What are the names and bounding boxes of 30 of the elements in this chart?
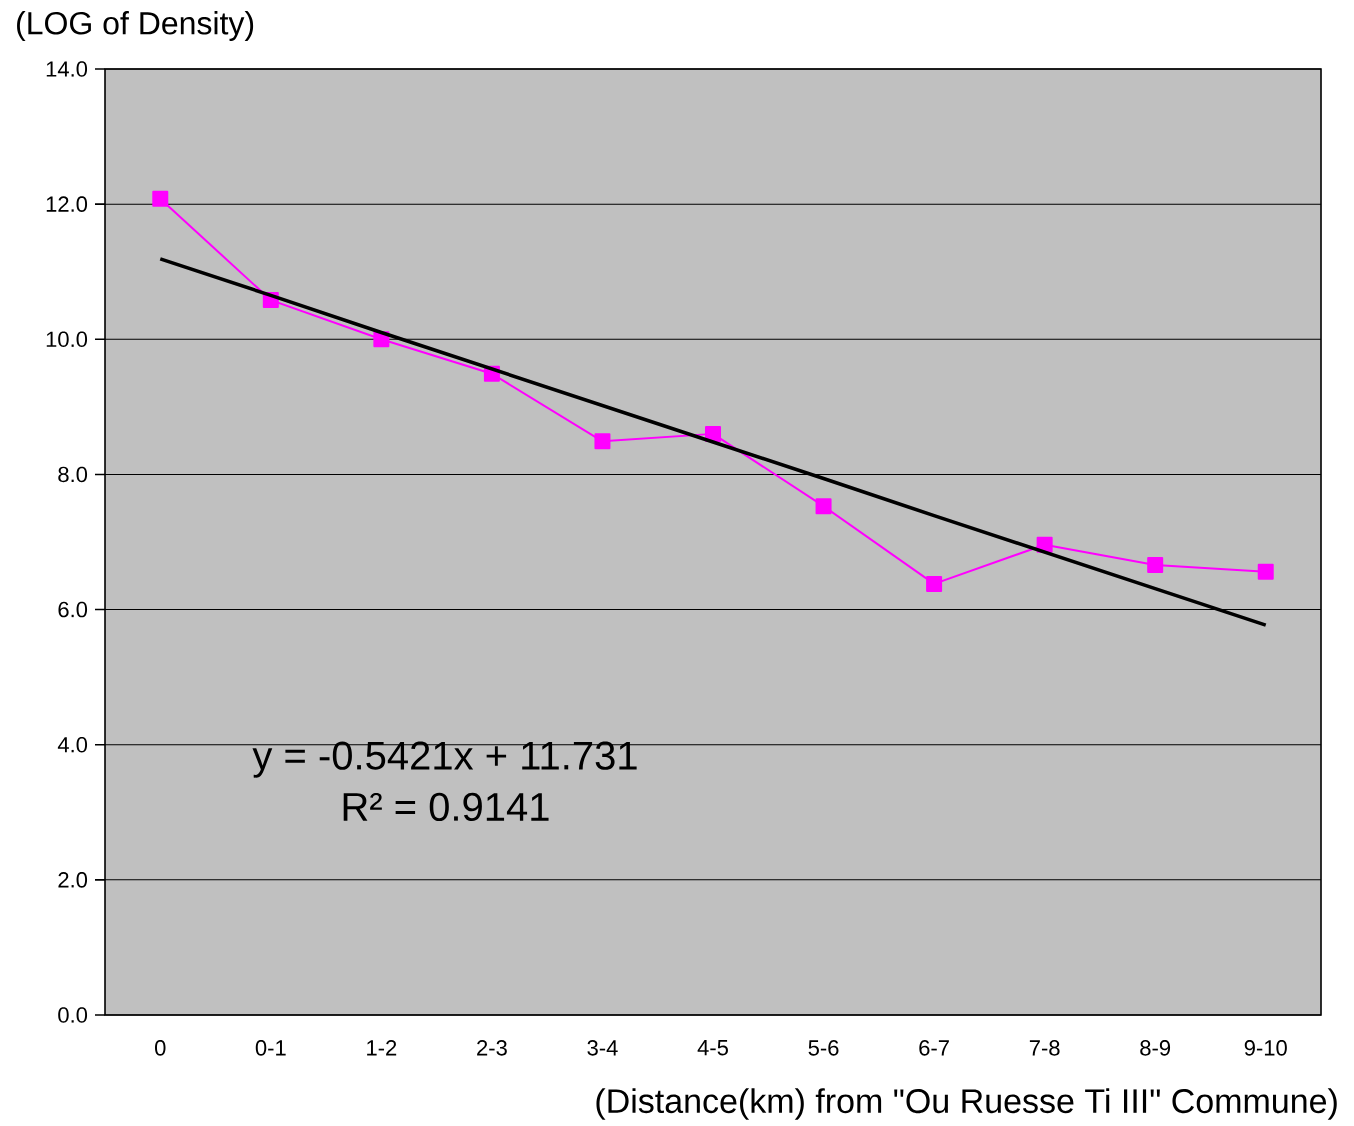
y-tick-label: 12.0	[46, 196, 88, 212]
x-tick-label: 3-4	[587, 1040, 618, 1056]
x-tick-label: 0	[155, 1040, 166, 1056]
point	[152, 190, 169, 207]
y-tick-label: 14.0	[46, 61, 88, 77]
x-tick-label: 8-9	[1140, 1040, 1171, 1056]
point	[926, 575, 943, 592]
x-tick-label: 7-8	[1029, 1040, 1060, 1056]
x-tick-label: 4-5	[697, 1040, 728, 1056]
y-tick-label: 0.0	[58, 1007, 88, 1023]
annotation: R² = 0.9141	[343, 792, 549, 822]
y-tick-label: 8.0	[58, 466, 88, 483]
point	[594, 433, 611, 450]
x-tick-label: 0-1	[255, 1040, 286, 1056]
y-tick-label: 2.0	[58, 872, 88, 888]
annotation: y = -0.5421x + 11.731	[252, 741, 637, 778]
x-tick-label: 9-10	[1244, 1040, 1287, 1056]
x-tick-label: 1-2	[367, 1040, 397, 1056]
point	[815, 498, 832, 515]
y-tick-label: 10.0	[46, 331, 88, 348]
x-axis-title: (Distance(km) from "Ou Ruesse Ti III" Commune)	[596, 1088, 1337, 1120]
y-tick-label: 6.0	[58, 601, 88, 618]
point	[1147, 556, 1164, 573]
point	[1257, 563, 1274, 580]
y-axis-title: (LOG of Density)	[17, 11, 254, 41]
point	[705, 425, 722, 442]
x-tick-label: 2-3	[477, 1040, 507, 1056]
x-tick-label: 5-6	[808, 1040, 839, 1056]
y-tick-label: 4.0	[57, 736, 88, 753]
x-tick-label: 6-7	[919, 1040, 949, 1056]
